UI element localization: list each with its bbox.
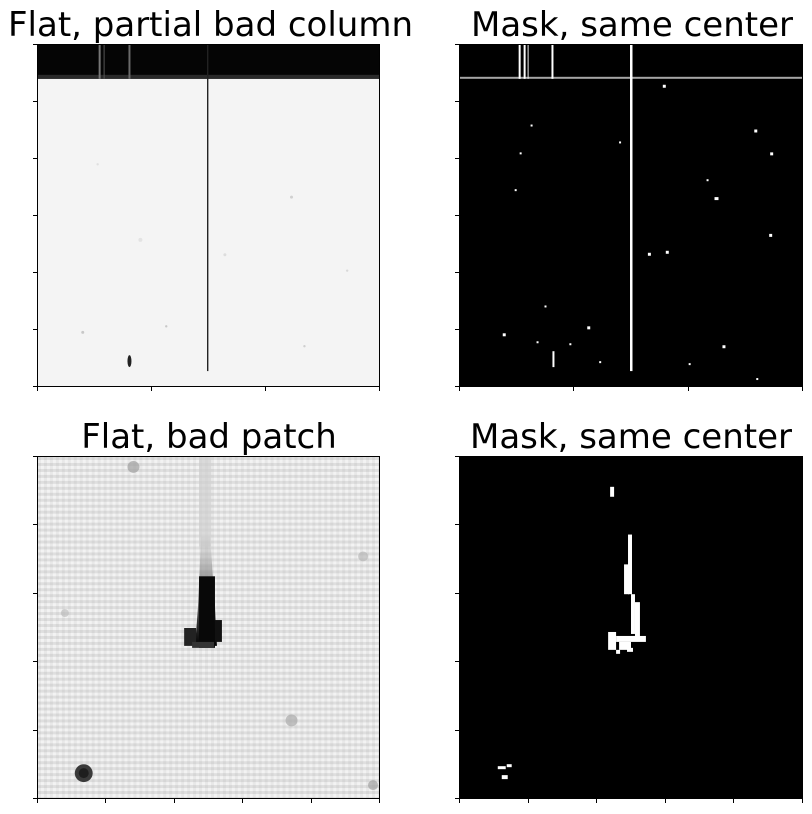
panel-title-flat-patch: Flat, bad patch bbox=[81, 417, 337, 457]
panel-title-mask-patch: Mask, same center bbox=[470, 417, 792, 457]
panel-title-flat-column: Flat, partial bad column bbox=[8, 5, 414, 45]
flat-patch-image bbox=[37, 456, 380, 799]
mask-patch-image bbox=[459, 456, 803, 799]
panel-title-mask-column: Mask, same center bbox=[471, 5, 793, 45]
mask-column-image bbox=[459, 44, 803, 387]
flat-column-image bbox=[37, 44, 380, 387]
